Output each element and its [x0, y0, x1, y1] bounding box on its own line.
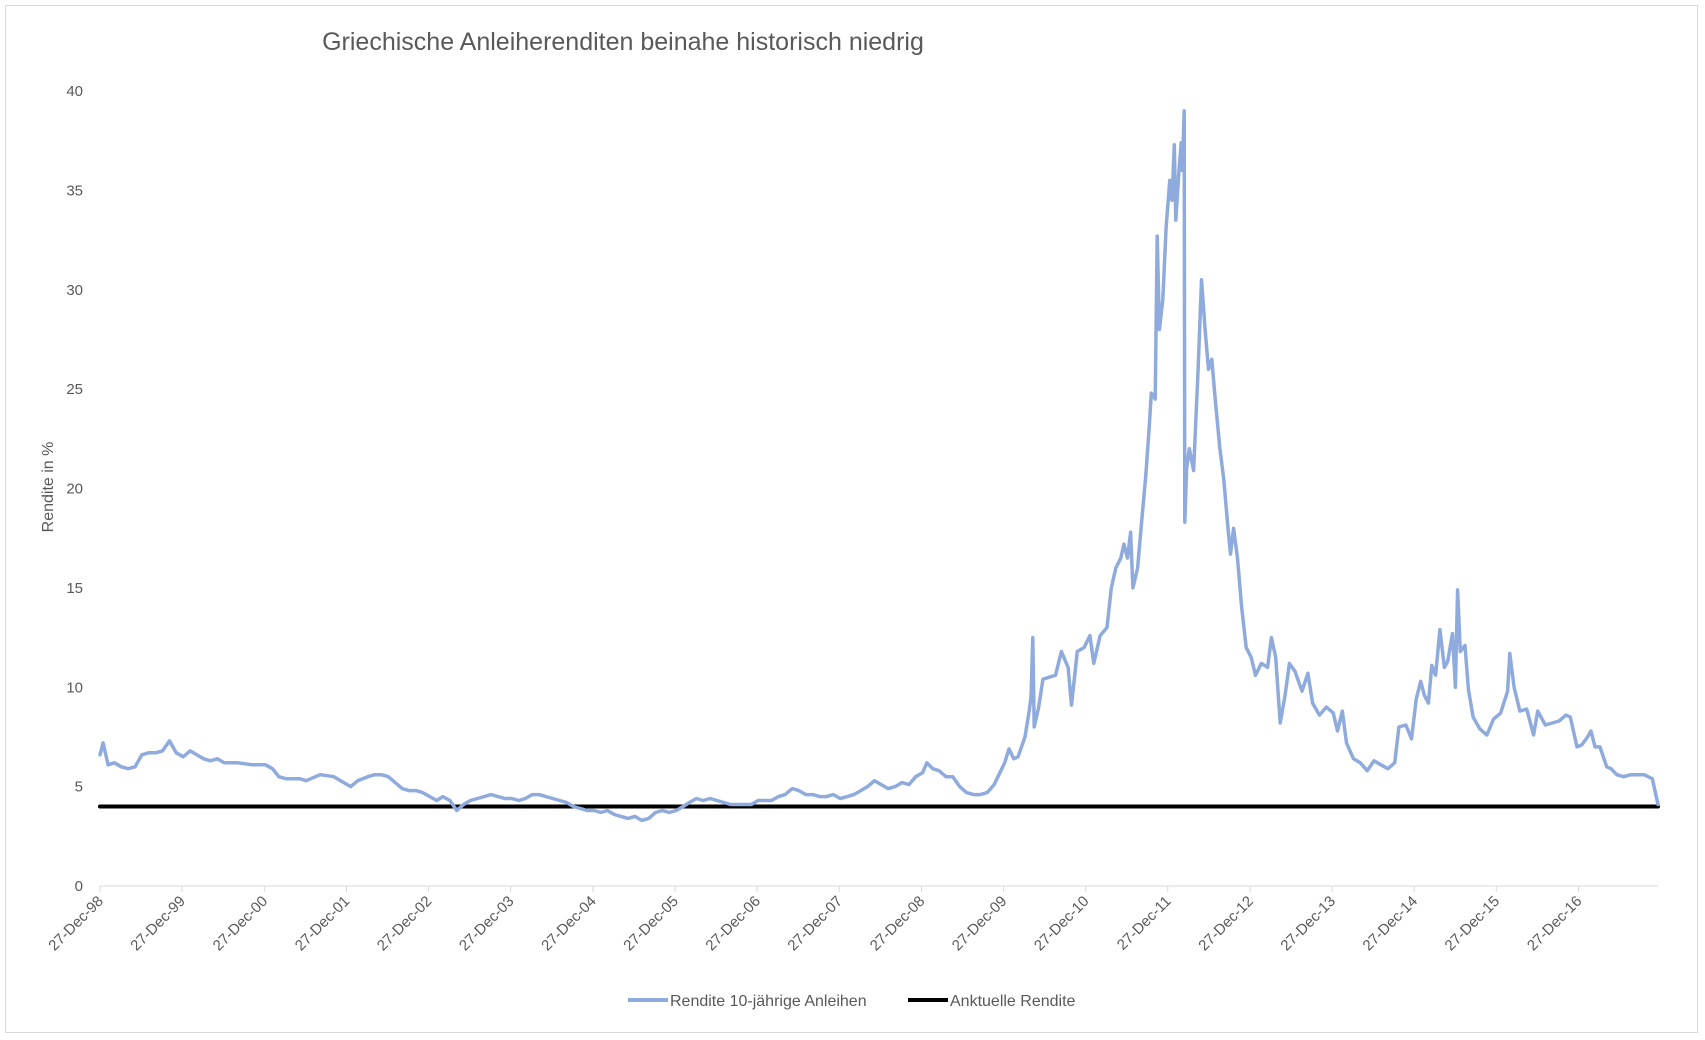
y-tick-label: 20 — [66, 481, 83, 498]
chart-title: Griechische Anleiherenditen beinahe hist… — [322, 28, 924, 56]
y-tick-label: 40 — [66, 83, 83, 100]
x-tick-label: 27-Dec-13 — [1277, 893, 1339, 955]
x-tick-label: 27-Dec-07 — [784, 893, 846, 955]
y-tick-label: 5 — [75, 779, 83, 796]
y-tick-label: 0 — [75, 878, 83, 895]
x-tick-label: 27-Dec-99 — [127, 893, 189, 955]
series-line-rendite-10-jaehrige-anleihen — [98, 109, 1660, 823]
x-tick-label: 27-Dec-06 — [702, 893, 764, 955]
x-tick-label: 27-Dec-98 — [45, 893, 107, 955]
legend-label: Anktuelle Rendite — [950, 993, 1076, 1010]
x-tick-label: 27-Dec-12 — [1195, 893, 1257, 955]
legend-label: Rendite 10-jährige Anleihen — [670, 993, 867, 1010]
y-tick-label: 10 — [66, 679, 83, 696]
y-axis-ticks: 0 5 10 15 20 25 30 35 40 — [66, 83, 83, 895]
legend: Rendite 10-jährige Anleihen Anktuelle Ren… — [628, 993, 1076, 1010]
x-tick-label: 27-Dec-09 — [949, 893, 1011, 955]
x-tick-label: 27-Dec-04 — [538, 893, 600, 955]
y-tick-label: 35 — [66, 182, 83, 199]
x-tick-label: 27-Dec-01 — [292, 893, 354, 955]
series-layer — [98, 109, 1660, 823]
y-tick-label: 15 — [66, 580, 83, 597]
y-tick-label: 25 — [66, 381, 83, 398]
x-tick-label: 27-Dec-08 — [867, 893, 929, 955]
x-tick-label: 27-Dec-11 — [1114, 893, 1175, 954]
x-tick-label: 27-Dec-10 — [1031, 893, 1093, 955]
x-tick-label: 27-Dec-02 — [374, 893, 436, 955]
x-tick-label: 27-Dec-14 — [1360, 893, 1422, 955]
chart-frame — [5, 5, 1698, 1033]
x-tick-label: 27-Dec-15 — [1442, 893, 1504, 955]
x-tick-label: 27-Dec-16 — [1524, 893, 1586, 955]
x-tick-label: 27-Dec-05 — [620, 893, 682, 955]
x-tick-label: 27-Dec-03 — [456, 893, 518, 955]
x-axis: 27-Dec-98 27-Dec-99 27-Dec-00 27-Dec-01 27-D… — [45, 885, 1658, 955]
y-tick-label: 30 — [66, 282, 83, 299]
x-tick-label: 27-Dec-00 — [210, 893, 272, 955]
y-axis-label: Rendite in % — [40, 442, 57, 533]
